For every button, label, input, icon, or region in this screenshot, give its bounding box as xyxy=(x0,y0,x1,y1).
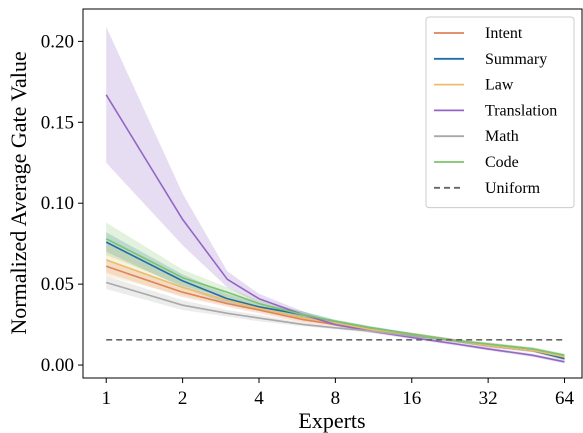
band-summary xyxy=(106,232,565,361)
x-tick-label-2: 2 xyxy=(178,388,188,409)
line-law xyxy=(105,259,565,358)
legend-label-code: Code xyxy=(485,154,519,171)
x-axis: 1 2 4 8 16 32 64 xyxy=(101,378,575,409)
y-tick-label-0-00: 0.00 xyxy=(41,355,74,376)
legend: Intent Summary Law Translation Math Code Unifo… xyxy=(425,16,575,209)
y-tick-label-0-15: 0.15 xyxy=(41,112,74,133)
x-tick-label-64: 64 xyxy=(555,388,575,409)
legend-label-summary: Summary xyxy=(485,51,547,68)
band-translation xyxy=(106,26,565,364)
line-translation xyxy=(105,94,565,363)
x-axis-label: Experts xyxy=(298,408,365,433)
y-tick-label-0-05: 0.05 xyxy=(41,274,74,295)
x-tick-label-8: 8 xyxy=(331,388,341,409)
x-tick-label-32: 32 xyxy=(479,388,498,409)
x-tick-label-4: 4 xyxy=(254,388,264,409)
y-axis: 0.00 0.05 0.10 0.15 0.20 xyxy=(41,31,83,376)
legend-label-uniform: Uniform xyxy=(485,180,541,197)
y-tick-label-0-10: 0.10 xyxy=(41,193,74,214)
legend-box xyxy=(425,16,575,209)
line-code xyxy=(105,238,565,357)
legend-label-intent: Intent xyxy=(485,25,523,42)
y-axis-label: Normalized Average Gate Value xyxy=(6,51,31,334)
x-tick-label-1: 1 xyxy=(101,388,111,409)
band-intent xyxy=(106,259,565,361)
legend-label-law: Law xyxy=(485,77,514,94)
legend-label-translation: Translation xyxy=(485,102,557,119)
plot-frame xyxy=(82,8,583,379)
legend-label-math: Math xyxy=(485,128,519,145)
series-lines xyxy=(105,94,565,363)
y-tick-label-0-20: 0.20 xyxy=(41,31,74,52)
x-tick-label-16: 16 xyxy=(402,388,421,409)
